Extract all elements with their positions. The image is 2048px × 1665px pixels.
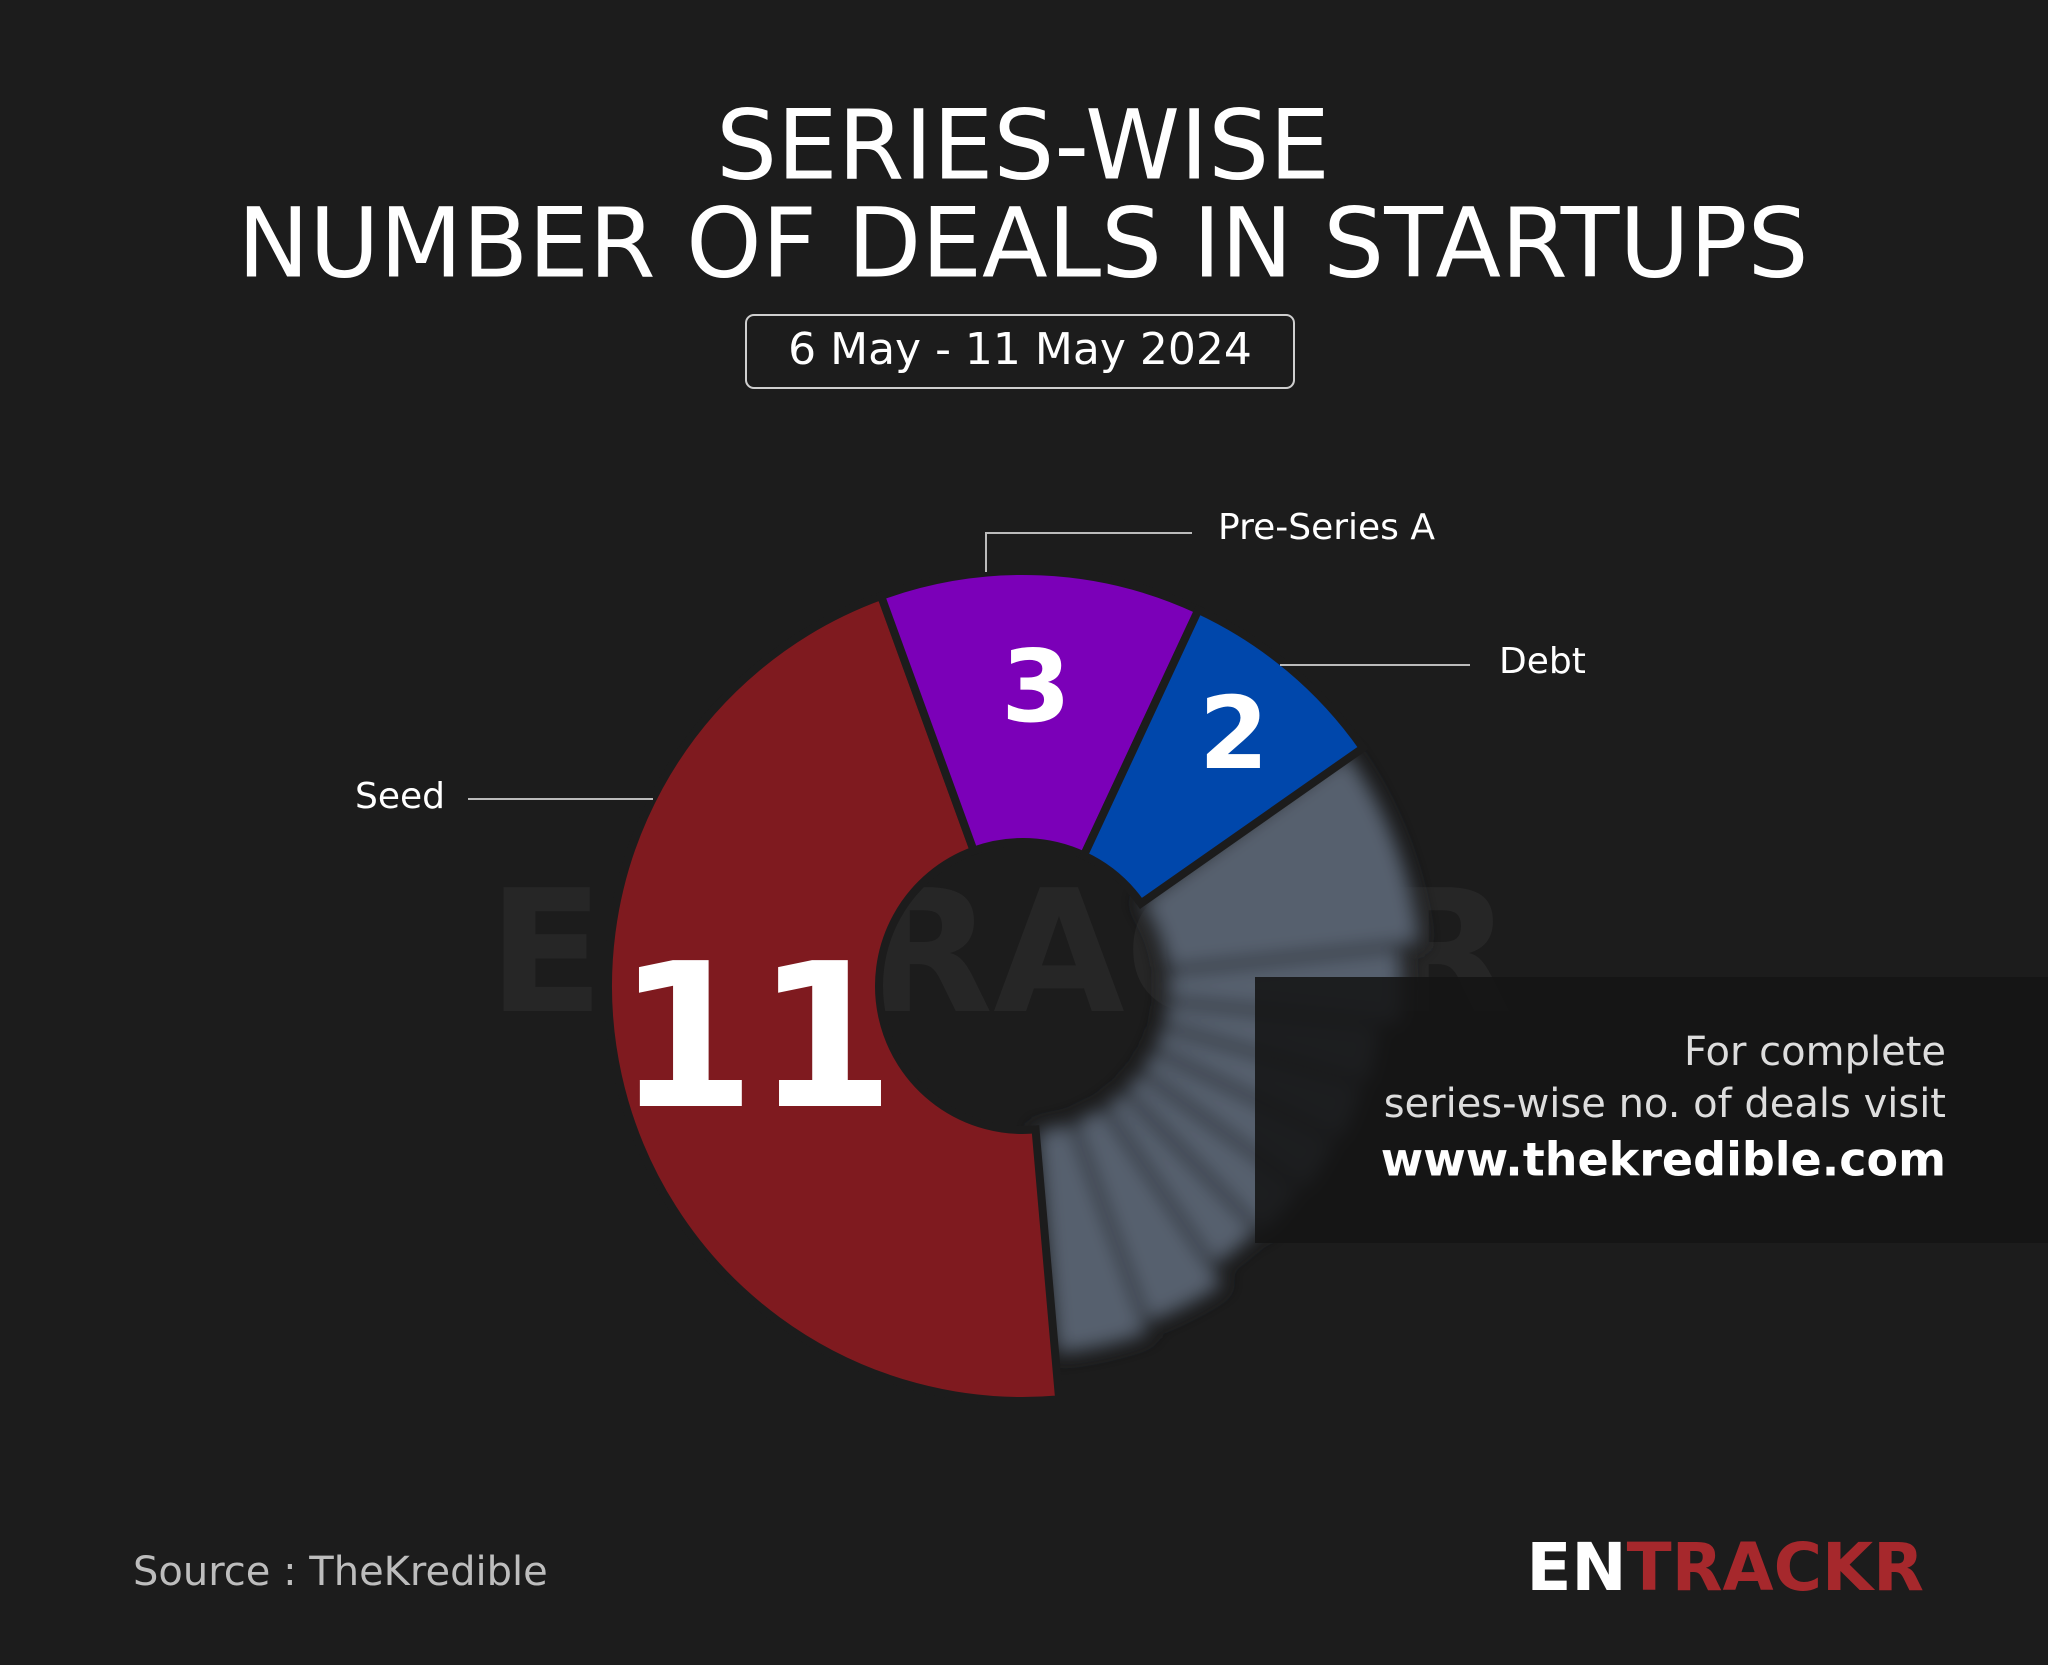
value-label: 3 [1001, 628, 1071, 745]
title-line-2: NUMBER OF DEALS IN STARTUPS [237, 187, 1808, 299]
value-label: 11 [616, 921, 894, 1154]
category-label: Debt [1499, 641, 1586, 682]
source: Source : TheKredible [133, 1549, 548, 1595]
value-label: 2 [1199, 675, 1269, 792]
donut: 11 Seed 3 Pre-Series A 2 Debt [355, 507, 1586, 1405]
date-range: 6 May - 11 May 2024 [788, 324, 1252, 375]
leader-line [985, 532, 1192, 572]
category-label: Pre-Series A [1218, 507, 1435, 548]
category-label: Seed [355, 776, 445, 817]
title-line-1: SERIES-WISE [716, 89, 1330, 201]
overlay-url: www.thekredible.com [1381, 1133, 1946, 1187]
date-box [745, 314, 1295, 389]
donut-segment [1078, 604, 1369, 909]
donut-segment [875, 567, 1204, 861]
logo: ENTRACKR [1526, 1529, 1924, 1606]
overlay-text: For complete [1684, 1029, 1946, 1075]
overlay-box [1255, 977, 2048, 1243]
hidden-segment [1133, 745, 1426, 976]
overlay-text: series-wise no. of deals visit [1384, 1081, 1946, 1127]
donut-segment [604, 590, 1064, 1405]
